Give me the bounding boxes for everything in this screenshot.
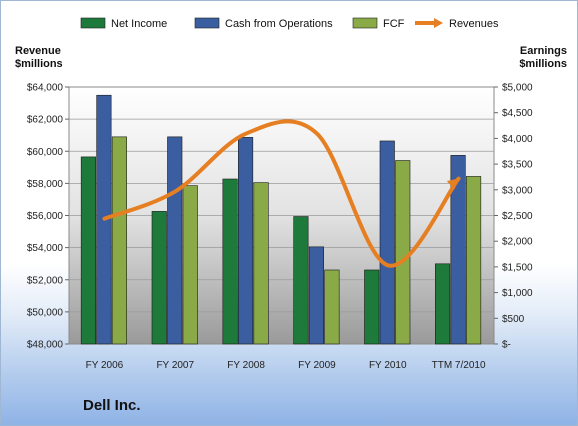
bar-fcf (182, 185, 198, 345)
category-label: FY 2009 (298, 360, 336, 371)
right-tick-label: $1,000 (502, 288, 533, 299)
right-tick-label: $- (502, 340, 511, 351)
revenue-line-arrowhead (446, 178, 459, 190)
right-tick-label: $3,000 (502, 185, 533, 196)
legend-swatch (194, 17, 220, 29)
category-label: FY 2006 (86, 360, 124, 371)
right-axis-ticks: $- $500 $1,000 $1,500 $2,000 $2,500 $3,000 $3,5… (494, 83, 533, 351)
bar-cash-from-operations (238, 137, 254, 345)
right-axis-title: Earnings $millions (519, 45, 567, 71)
category-axis-ticks: FY 2006 FY 2007 FY 2008 FY 2009 FY 2010 TTM 7… (86, 360, 486, 371)
bar-cash-from-operations (167, 136, 183, 345)
right-tick-label: $3,500 (502, 160, 533, 171)
legend-arrow (434, 18, 443, 28)
bar-fcf (253, 182, 269, 345)
legend-label: FCF (383, 18, 405, 30)
right-tick-label: $2,500 (502, 211, 533, 222)
category-label: FY 2010 (369, 360, 407, 371)
category-label: TTM 7/2010 (432, 360, 486, 371)
bar-fcf (395, 160, 411, 345)
bar-fcf (466, 176, 482, 345)
right-tick-label: $1,500 (502, 262, 533, 273)
category-label: FY 2008 (227, 360, 265, 371)
legend-label: Cash from Operations (225, 18, 333, 30)
bar-net-income (151, 211, 167, 345)
right-tick-label: $4,500 (502, 108, 533, 119)
left-tick-label: $56,000 (27, 211, 64, 222)
company-name: Dell Inc. (83, 397, 141, 414)
left-tick-label: $60,000 (27, 147, 64, 158)
legend-swatch (352, 17, 378, 29)
right-tick-label: $2,000 (502, 237, 533, 248)
bar-cash-from-operations (450, 155, 466, 345)
left-tick-label: $50,000 (27, 307, 64, 318)
bar-net-income (222, 178, 238, 345)
revenue-line-series (102, 119, 461, 268)
bar-fcf (111, 136, 127, 345)
left-axis-title: Revenue $millions (15, 45, 63, 71)
bar-net-income (435, 263, 451, 345)
category-label: FY 2007 (156, 360, 194, 371)
right-tick-label: $500 (502, 314, 525, 325)
left-axis-title-line2: $millions (15, 58, 63, 70)
legend-swatch (80, 17, 106, 29)
right-axis-title-line2: $millions (519, 58, 567, 70)
left-axis-ticks: $48,000 $50,000 $52,000 $54,000 $56,000 $58,0… (27, 83, 69, 351)
bar-net-income (80, 156, 96, 345)
left-axis-title-line1: Revenue (15, 45, 61, 57)
bar-cash-from-operations (379, 140, 395, 345)
bar-fcf (324, 269, 340, 345)
legend-label: Net Income (111, 18, 167, 30)
left-tick-label: $52,000 (27, 275, 64, 286)
right-tick-label: $4,000 (502, 134, 533, 145)
left-tick-label: $64,000 (27, 83, 64, 94)
left-tick-label: $48,000 (27, 340, 64, 351)
right-tick-label: $5,000 (502, 83, 533, 94)
legend-label: Revenues (449, 18, 499, 30)
right-axis-title-line1: Earnings (519, 45, 567, 57)
legend: Net Income Cash from Operations FCF Revenue… (80, 17, 499, 30)
bar-cash-from-operations (308, 246, 324, 345)
revenue-line (102, 119, 461, 268)
bar-net-income (293, 216, 309, 345)
left-tick-label: $62,000 (27, 115, 64, 126)
bar-net-income (364, 269, 380, 345)
left-tick-label: $58,000 (27, 179, 64, 190)
left-tick-label: $54,000 (27, 243, 64, 254)
grid-lines (69, 118, 494, 313)
